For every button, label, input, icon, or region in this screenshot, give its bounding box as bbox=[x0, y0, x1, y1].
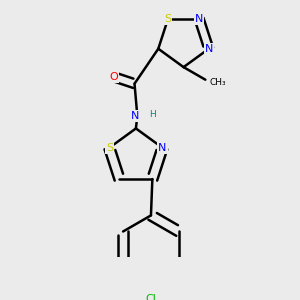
Text: S: S bbox=[106, 143, 113, 153]
Text: N: N bbox=[131, 111, 139, 121]
Text: CH₃: CH₃ bbox=[210, 78, 226, 87]
Text: O: O bbox=[109, 72, 118, 82]
Text: H: H bbox=[149, 110, 156, 119]
Text: N: N bbox=[158, 143, 167, 153]
Text: N: N bbox=[205, 44, 213, 54]
Text: N: N bbox=[195, 14, 203, 24]
Text: S: S bbox=[164, 14, 172, 24]
Text: Cl: Cl bbox=[146, 294, 156, 300]
